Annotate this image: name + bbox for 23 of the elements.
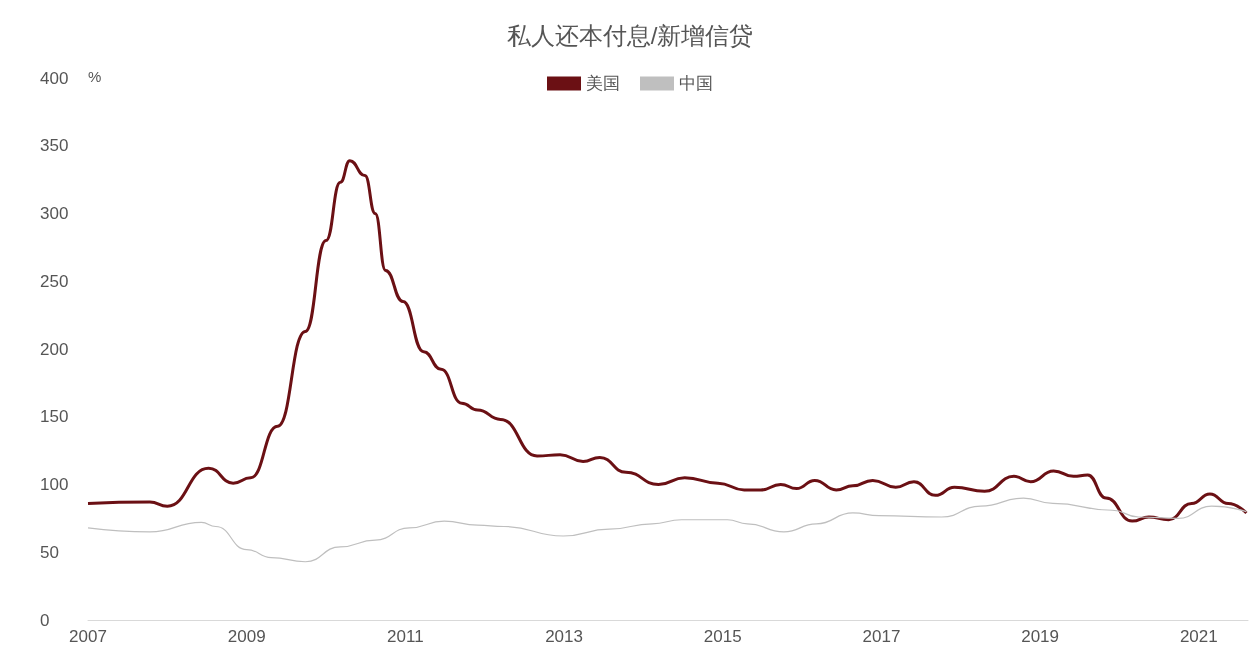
y-tick-label: 0 bbox=[40, 610, 50, 630]
y-axis-title: % bbox=[88, 68, 102, 85]
y-tick-label: 250 bbox=[40, 271, 69, 291]
x-tick-label: 2017 bbox=[862, 627, 901, 646]
x-tick-label: 2007 bbox=[69, 627, 107, 646]
x-tick-label: 2021 bbox=[1179, 627, 1218, 646]
y-tick-label: 200 bbox=[40, 339, 69, 359]
x-tick-label: 2019 bbox=[1021, 627, 1060, 646]
x-tick-label: 2009 bbox=[227, 627, 266, 646]
y-tick-label: 150 bbox=[40, 407, 69, 427]
x-tick-label: 2015 bbox=[703, 627, 742, 646]
line-series bbox=[86, 159, 1248, 523]
y-tick-label: 50 bbox=[40, 542, 59, 562]
y-tick-label: 350 bbox=[40, 136, 69, 156]
legend-label: 中国 bbox=[679, 74, 713, 93]
chart-title: 私人还本付息/新增信贷 bbox=[506, 21, 754, 49]
line-series bbox=[87, 497, 1248, 563]
x-tick-label: 2013 bbox=[545, 627, 583, 646]
y-tick-label: 300 bbox=[40, 204, 69, 223]
x-tick-label: 2011 bbox=[387, 627, 424, 646]
y-tick-label: 400 bbox=[40, 68, 69, 88]
y-tick-label: 100 bbox=[40, 475, 69, 494]
legend-label: 美国 bbox=[586, 74, 620, 93]
